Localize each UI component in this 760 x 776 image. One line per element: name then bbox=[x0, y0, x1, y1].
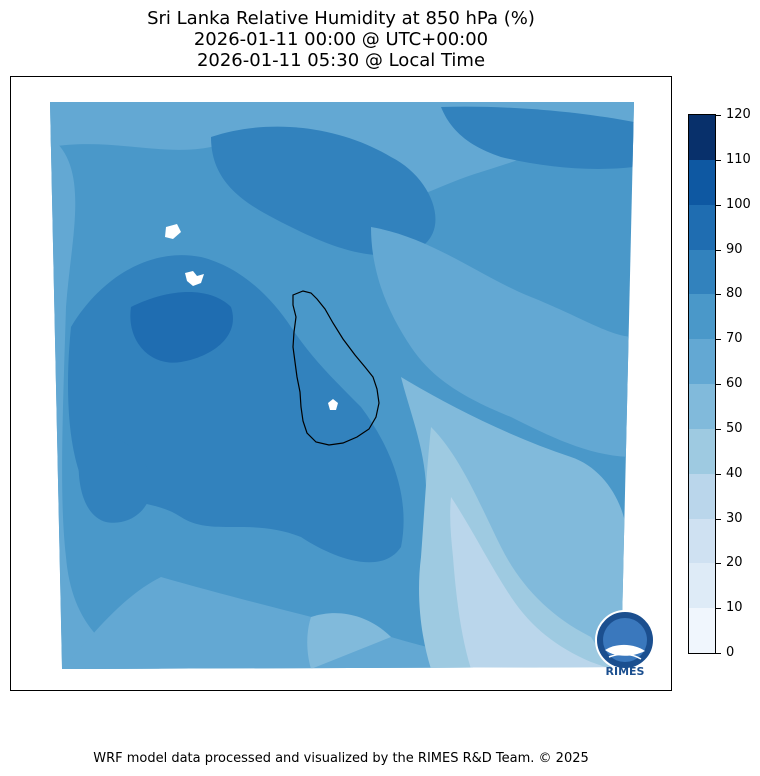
colorbar-tick-label: 110 bbox=[726, 151, 751, 167]
colorbar-tick-label: 120 bbox=[726, 107, 751, 122]
title-line-3: 2026-01-11 05:30 @ Local Time bbox=[196, 50, 486, 71]
sri-lanka-coastline bbox=[292, 290, 380, 446]
humidity-zone-60 bbox=[50, 137, 161, 669]
colorbar-tick-label: 20 bbox=[726, 555, 743, 571]
colorbar-swatch bbox=[689, 159, 715, 205]
humidity-zone-50 bbox=[307, 613, 391, 669]
missing-data-patch bbox=[165, 224, 181, 239]
colorbar-swatch bbox=[689, 115, 715, 160]
colorbar-tick-label: 60 bbox=[726, 376, 743, 391]
colorbar-swatch bbox=[689, 428, 715, 474]
footer-credit: WRF model data processed and visualized … bbox=[93, 751, 589, 766]
colorbar-tick-label: 80 bbox=[726, 286, 743, 302]
colorbar-tick-label: 50 bbox=[726, 420, 743, 436]
colorbar-tick-label: 100 bbox=[726, 196, 751, 212]
title-line-1: Sri Lanka Relative Humidity at 850 hPa (… bbox=[147, 8, 535, 29]
colorbar-tick bbox=[716, 653, 721, 654]
colorbar-swatch bbox=[689, 294, 715, 340]
colorbar-tick bbox=[716, 159, 721, 161]
colorbar-tick bbox=[716, 518, 721, 520]
colorbar-tick bbox=[716, 384, 721, 385]
rimes-logo-icon: RIMES bbox=[595, 610, 655, 678]
colorbar-swatch bbox=[689, 608, 715, 653]
rimes-logo-text: RIMES bbox=[606, 665, 645, 678]
colorbar-tick-label: 40 bbox=[726, 465, 743, 481]
colorbar-tick-label: 90 bbox=[726, 241, 743, 257]
humidity-zone-80 bbox=[78, 434, 152, 523]
colorbar-tick bbox=[716, 473, 721, 475]
colorbar-swatch bbox=[689, 518, 715, 564]
title-line-2: 2026-01-11 00:00 @ UTC+00:00 bbox=[193, 29, 489, 50]
colorbar-swatch bbox=[689, 473, 715, 519]
colorbar-swatch bbox=[689, 204, 715, 250]
colorbar-tick bbox=[716, 339, 721, 341]
colorbar-tick-label: 70 bbox=[726, 331, 743, 347]
humidity-zone-90 bbox=[211, 126, 436, 256]
colorbar-swatch bbox=[689, 339, 715, 384]
colorbar-tick bbox=[716, 204, 721, 206]
colorbar-tick bbox=[716, 428, 721, 430]
colorbar-swatch bbox=[689, 249, 715, 295]
humidity-map: RIMES bbox=[50, 102, 655, 678]
humidity-zone-90 bbox=[441, 106, 634, 169]
humidity-zone-30 bbox=[450, 497, 611, 669]
colorbar-tick bbox=[716, 294, 721, 296]
humidity-zone-90 bbox=[130, 292, 233, 363]
map-frame: RIMES bbox=[10, 76, 672, 691]
colorbar-tick bbox=[716, 249, 721, 251]
colorbar-tick-label: 30 bbox=[726, 510, 743, 526]
colorbar-tick bbox=[716, 608, 721, 610]
humidity-zone-70 bbox=[371, 227, 634, 457]
humidity-zone-60 bbox=[62, 577, 551, 669]
colorbar-swatch bbox=[689, 563, 715, 609]
colorbar-swatch bbox=[689, 384, 715, 429]
missing-data-patch bbox=[185, 271, 204, 286]
colorbar bbox=[688, 114, 716, 654]
colorbar-tick-label: 10 bbox=[726, 600, 743, 616]
colorbar-tick bbox=[716, 563, 721, 565]
colorbar-tick bbox=[716, 115, 721, 116]
map-title: Sri Lanka Relative Humidity at 850 hPa (… bbox=[0, 8, 682, 71]
colorbar-tick-label: 0 bbox=[726, 645, 735, 660]
missing-data-patch bbox=[328, 399, 338, 410]
